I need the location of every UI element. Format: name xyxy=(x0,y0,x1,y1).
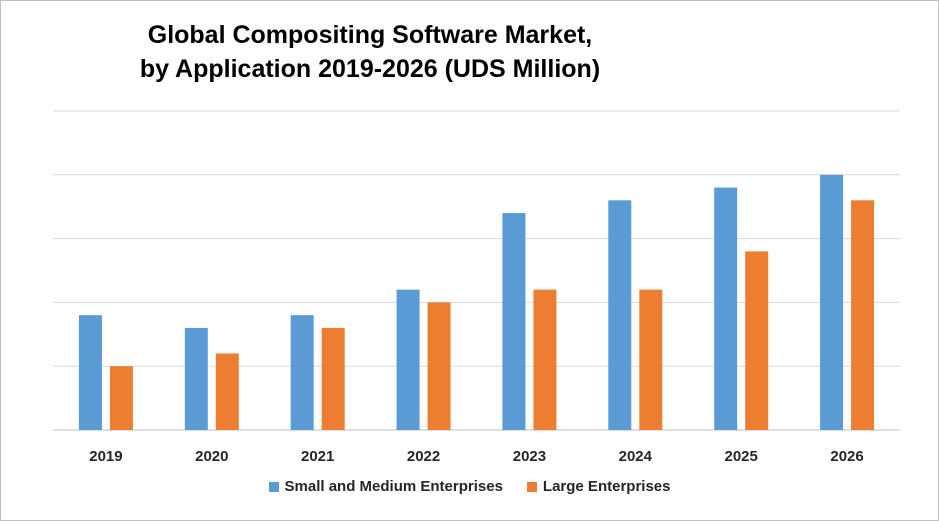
bar-sme-2021 xyxy=(290,315,314,430)
bar-large-2026 xyxy=(851,200,875,430)
bar-sme-2019 xyxy=(78,315,102,430)
bar-sme-2024 xyxy=(608,200,632,430)
x-tick-label: 2020 xyxy=(195,448,228,465)
x-tick-label: 2023 xyxy=(513,448,546,465)
bar-large-2019 xyxy=(109,366,133,430)
x-tick-label: 2019 xyxy=(89,448,122,465)
bar-large-2021 xyxy=(321,327,345,430)
bar-large-2025 xyxy=(745,251,769,430)
bar-sme-2026 xyxy=(820,174,844,430)
bar-large-2024 xyxy=(639,289,663,430)
legend-item-sme: Small and Medium Enterprises xyxy=(268,478,503,495)
chart-legend: Small and Medium Enterprises Large Enter… xyxy=(0,478,939,495)
chart-title-line-2: by Application 2019-2026 (UDS Million) xyxy=(139,55,601,83)
bar-sme-2023 xyxy=(502,213,526,430)
bar-sme-2022 xyxy=(396,289,420,430)
chart-title-line-1: Global Compositing Software Market, xyxy=(147,21,593,49)
legend-label-large: Large Enterprises xyxy=(542,478,671,495)
bar-large-2020 xyxy=(215,353,239,430)
x-tick-label: 2022 xyxy=(407,448,440,465)
legend-swatch-sme xyxy=(268,481,279,492)
legend-swatch-large xyxy=(526,481,537,492)
bar-large-2023 xyxy=(533,289,557,430)
bar-sme-2020 xyxy=(184,327,208,430)
chart-title: Global Compositing Software Market, by A… xyxy=(100,18,640,86)
legend-item-large: Large Enterprises xyxy=(526,478,671,495)
bar-large-2022 xyxy=(427,302,451,430)
x-tick-label: 2024 xyxy=(619,448,653,465)
legend-label-sme: Small and Medium Enterprises xyxy=(284,478,503,495)
x-tick-label: 2026 xyxy=(830,448,863,465)
x-tick-label: 2021 xyxy=(301,448,334,465)
x-tick-label: 2025 xyxy=(725,448,758,465)
bar-sme-2025 xyxy=(714,187,738,430)
